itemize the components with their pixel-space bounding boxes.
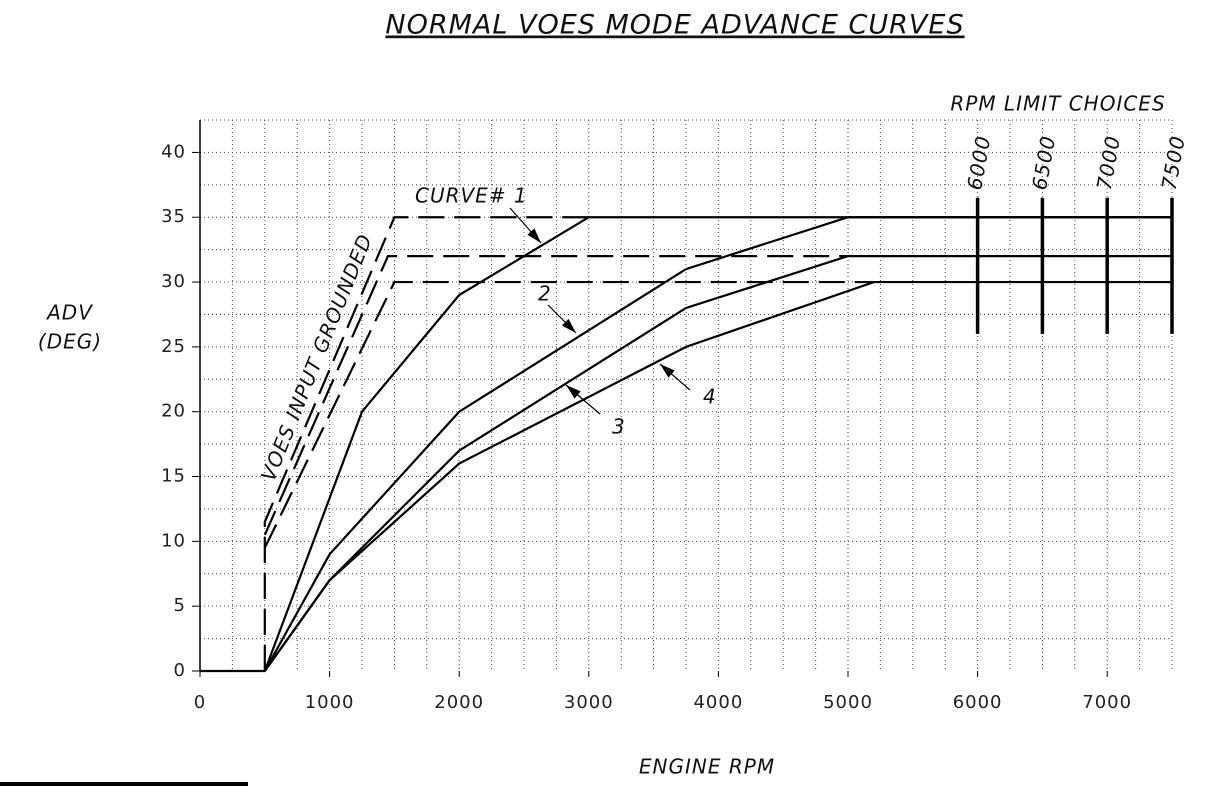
chart-title: NORMAL VOES MODE ADVANCE CURVES	[385, 10, 964, 41]
annotation: 4	[703, 385, 717, 409]
x-tick-label: 6000	[953, 692, 1003, 713]
rpm-limit-title: RPM LIMIT CHOICES	[950, 92, 1165, 116]
curve	[263, 255, 848, 536]
annotation: VOES INPUT GROUNDED	[256, 230, 377, 484]
leader-arrow	[566, 385, 581, 399]
y-tick-label: 10	[161, 530, 186, 551]
curve	[263, 280, 874, 549]
y-tick-label: 35	[161, 206, 186, 227]
y-tick-label: 5	[174, 595, 186, 616]
x-tick-label: 0	[194, 692, 206, 713]
leader-arrow	[660, 364, 675, 378]
x-axis-label: ENGINE RPM	[639, 755, 775, 779]
rpm-limit-label: 6500	[1027, 134, 1060, 192]
annotation: 3	[612, 415, 626, 439]
y-tick-label: 15	[161, 466, 186, 487]
x-tick-label: 3000	[564, 692, 614, 713]
curve	[263, 280, 1172, 672]
y-axis-label: ADV	[45, 301, 93, 325]
y-tick-label: 30	[161, 271, 186, 292]
annotation: 2	[538, 282, 552, 306]
curve	[200, 216, 1172, 673]
rpm-limit-label: 7000	[1092, 134, 1125, 192]
rpm-limit-label: 7500	[1157, 134, 1190, 192]
x-tick-label: 4000	[693, 692, 743, 713]
edge-bar	[0, 782, 248, 786]
x-tick-label: 7000	[1082, 692, 1132, 713]
curve	[263, 216, 589, 671]
x-tick-label: 5000	[823, 692, 873, 713]
y-tick-label: 0	[174, 660, 186, 681]
curve	[263, 216, 1172, 672]
annotation: CURVE# 1	[415, 184, 528, 208]
leader-arrow	[561, 318, 576, 333]
rpm-limit-label: 6000	[962, 134, 995, 192]
x-tick-label: 2000	[434, 692, 484, 713]
y-tick-label: 20	[161, 401, 186, 422]
leader-arrow	[527, 228, 541, 243]
y-axis-label: (DEG)	[38, 330, 102, 354]
y-tick-label: 40	[161, 141, 186, 162]
x-tick-label: 1000	[305, 692, 355, 713]
y-tick-label: 25	[161, 336, 186, 357]
